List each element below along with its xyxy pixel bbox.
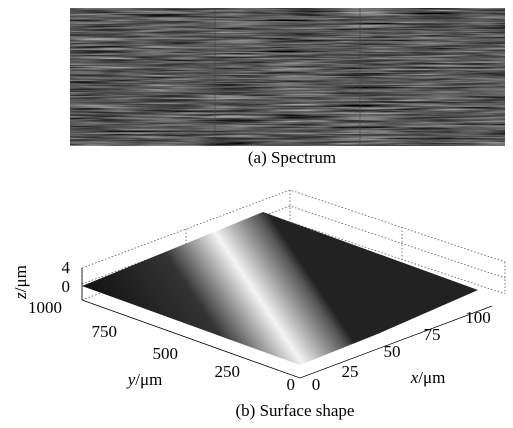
y-tick-label: 750	[92, 322, 118, 341]
z-tick-label: 4	[62, 258, 71, 277]
surface	[82, 212, 478, 365]
y-var: y	[126, 370, 136, 389]
y-tick-label: 500	[153, 344, 179, 363]
caption: (b) Surface shape	[236, 401, 355, 420]
z-var: z	[11, 292, 30, 300]
floor-edge	[81, 299, 493, 379]
x-tick-label: 75	[424, 325, 441, 344]
z-tick-label: 0	[62, 277, 71, 296]
caption: (a) Spectrum	[248, 148, 336, 167]
x-axis-title: x/μm	[410, 368, 446, 387]
y-tick-label: 0	[287, 375, 296, 394]
x-tick-label: 25	[342, 362, 359, 381]
y-tick-label: 250	[215, 362, 241, 381]
z-unit: /μm	[11, 265, 30, 292]
x-tick-label: 0	[312, 375, 321, 394]
spectrum-image	[70, 8, 505, 146]
x-unit: /μm	[418, 368, 445, 387]
x-var: x	[410, 368, 419, 387]
x-tick-label: 100	[465, 308, 491, 327]
z-axis-title: z/μm	[11, 265, 30, 300]
y-axis-title: y/μm	[126, 370, 163, 389]
y-tick-label: 1000	[28, 298, 62, 317]
y-unit: /μm	[135, 370, 162, 389]
x-tick-label: 50	[384, 342, 401, 361]
